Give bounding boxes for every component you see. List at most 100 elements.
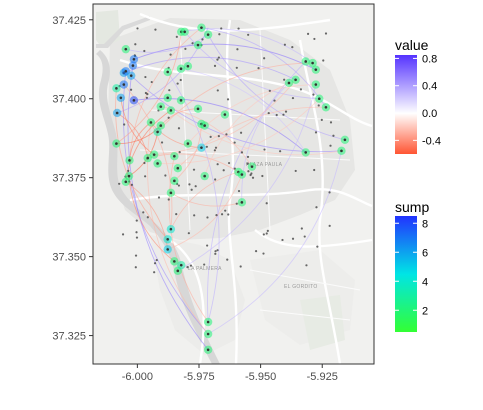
minor-stop-dot — [226, 258, 229, 261]
minor-stop-dot — [284, 110, 288, 113]
minor-stop-dot — [329, 121, 333, 124]
minor-stop-dot — [154, 28, 157, 31]
station-center-dot — [206, 33, 210, 36]
minor-stop-dot — [320, 118, 323, 121]
station-center-dot — [206, 348, 210, 352]
minor-stop-dot — [222, 169, 225, 172]
minor-stop-dot — [153, 262, 157, 265]
legend-sump-title: sump — [395, 199, 429, 215]
station-center-dot — [314, 68, 318, 71]
minor-stop-dot — [153, 271, 156, 274]
minor-stop-dot — [144, 175, 147, 178]
minor-stop-dot — [329, 144, 332, 147]
flow-line — [117, 27, 209, 114]
station-center-dot — [200, 146, 203, 149]
road — [179, 29, 191, 231]
minor-stop-dot — [247, 33, 250, 36]
legend-tick-label: 0.8 — [422, 53, 437, 65]
y-tick-label: 37.400 — [52, 94, 86, 106]
minor-stop-dot — [118, 182, 121, 185]
flow-line — [116, 31, 182, 144]
minor-stop-dot — [135, 236, 139, 239]
minor-stop-dot — [129, 88, 133, 91]
minor-stop-dot — [184, 47, 187, 50]
minor-stop-dot — [283, 43, 286, 46]
flow-lines-layer — [115, 27, 346, 351]
station-center-dot — [169, 109, 173, 112]
station-center-dot — [166, 70, 169, 74]
station-center-dot — [304, 151, 308, 154]
station-center-dot — [131, 64, 135, 67]
minor-stop-dot — [305, 264, 308, 267]
minor-stop-dot — [123, 123, 126, 126]
minor-stop-dot — [188, 183, 191, 186]
minor-stop-dot — [299, 88, 303, 91]
station-center-dot — [115, 142, 118, 145]
minor-stop-dot — [265, 232, 268, 235]
minor-stop-dot — [205, 145, 208, 148]
x-axis: -6.000 -5.975 -5.950 -5.925 — [122, 364, 338, 383]
minor-stop-dot — [268, 89, 271, 92]
station-center-dot — [159, 105, 163, 108]
station-center-dot — [173, 179, 176, 183]
station-center-dot — [206, 332, 210, 336]
station-center-dot — [128, 159, 131, 162]
flow-line — [167, 71, 220, 323]
station-center-dot — [311, 61, 314, 65]
minor-stop-dot — [144, 91, 147, 95]
x-tick-label: -5.975 — [183, 371, 214, 383]
legend-tick-label: 4 — [422, 276, 428, 288]
park-area-south — [300, 295, 345, 350]
map-label-plaza-paula: PLAZA PAULA — [246, 162, 283, 168]
flow-line — [207, 61, 307, 323]
minor-stop-dot — [164, 174, 167, 177]
minor-stop-dot — [220, 27, 223, 30]
minor-stop-dot — [322, 59, 325, 62]
station-center-dot — [183, 30, 186, 34]
minor-stop-dot — [216, 58, 219, 61]
minor-stop-dot — [213, 64, 217, 68]
map-label-el-gordito: EL GORDITO — [284, 284, 318, 290]
station-center-dot — [240, 173, 244, 176]
minor-stop-dot — [257, 67, 260, 70]
station-center-dot — [317, 97, 321, 101]
station-center-dot — [115, 111, 119, 115]
minor-stop-dot — [239, 131, 243, 134]
minor-stop-dot — [214, 146, 218, 149]
minor-stop-dot — [134, 43, 137, 46]
minor-stop-dot — [214, 250, 217, 253]
minor-stop-dot — [220, 213, 224, 216]
minor-stop-dot — [186, 266, 189, 269]
minor-stop-dot — [317, 104, 320, 107]
flow-line — [204, 82, 290, 177]
flow-line — [170, 171, 239, 230]
minor-stop-dot — [218, 33, 221, 36]
minor-stop-dot — [215, 214, 218, 217]
minor-stop-dot — [227, 161, 231, 165]
station-center-dot — [203, 174, 206, 178]
flow-line — [170, 192, 243, 207]
minor-stop-dot — [225, 133, 228, 136]
river — [96, 50, 220, 364]
x-tick-label: -5.925 — [307, 371, 338, 383]
minor-stop-dot — [155, 258, 158, 262]
minor-stop-dot — [160, 141, 164, 144]
station-center-dot — [166, 237, 169, 241]
minor-stop-dot — [263, 57, 266, 60]
station-center-dot — [343, 138, 347, 142]
station-center-dot — [115, 87, 118, 90]
minor-stop-dot — [146, 93, 149, 96]
minor-stop-dot — [246, 162, 249, 165]
station-center-dot — [179, 263, 183, 267]
station-center-dot — [173, 154, 176, 158]
minor-stop-dot — [239, 265, 242, 268]
minor-stop-dot — [187, 232, 190, 235]
station-center-dot — [287, 81, 291, 85]
legend-sump: sump 8 6 4 2 — [395, 199, 429, 332]
y-axis: 37.325 37.350 37.375 37.400 37.425 — [52, 15, 93, 343]
minor-stop-dot — [328, 224, 331, 227]
minor-stop-dot — [175, 213, 178, 216]
minor-stop-dot — [145, 96, 149, 99]
minor-stop-dot — [332, 134, 335, 137]
